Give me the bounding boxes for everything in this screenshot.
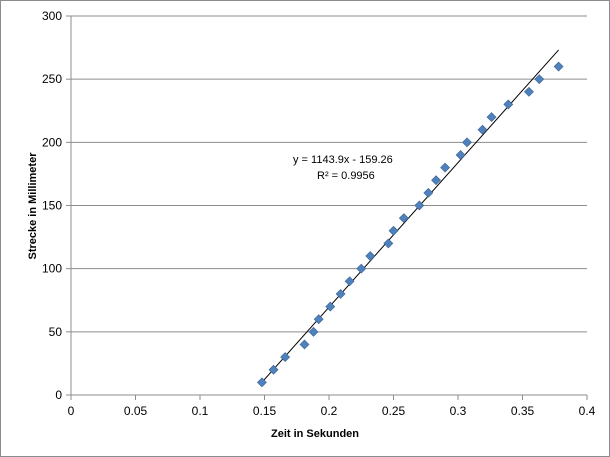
data-point <box>308 326 319 337</box>
x-tick-labels: 0 0.05 0.1 0.15 0.2 0.25 0.3 0.35 0.4 <box>68 404 596 418</box>
data-point <box>313 314 324 325</box>
data-point <box>335 289 346 299</box>
axes <box>66 15 588 400</box>
data-point <box>280 352 291 363</box>
data-point <box>299 339 310 350</box>
data-point <box>455 150 466 160</box>
y-tick-label: 250 <box>42 72 62 86</box>
y-tick-label: 50 <box>49 325 63 339</box>
data-point <box>414 200 425 211</box>
x-tick-label: 0 <box>68 404 75 418</box>
data-points <box>256 61 564 388</box>
data-point <box>383 238 394 249</box>
data-point <box>486 112 497 122</box>
x-tick-label: 0.35 <box>511 404 535 418</box>
x-tick-label: 0.4 <box>579 404 596 418</box>
trendline-group <box>261 49 559 383</box>
x-tick-label: 0.1 <box>192 404 209 418</box>
data-point <box>503 99 514 110</box>
y-axis-title: Strecke in Millimeter <box>27 152 39 260</box>
trendline <box>261 49 559 383</box>
y-tick-label: 200 <box>42 135 62 149</box>
data-point <box>398 213 409 224</box>
gridlines <box>71 15 587 333</box>
data-point <box>431 175 441 186</box>
x-tick-label: 0.15 <box>253 404 277 418</box>
y-tick-label: 100 <box>42 262 62 276</box>
x-tick-label: 0.05 <box>124 404 148 418</box>
data-point <box>325 301 336 312</box>
data-point <box>440 162 451 173</box>
y-tick-label: 300 <box>42 9 62 23</box>
y-tick-label: 0 <box>55 388 62 402</box>
data-point <box>462 137 472 148</box>
x-tick-label: 0.3 <box>450 404 467 418</box>
data-point <box>524 86 534 97</box>
data-point <box>423 187 434 198</box>
data-point <box>365 251 376 261</box>
x-axis-title: Zeit in Sekunden <box>271 428 359 440</box>
x-tick-label: 0.25 <box>382 404 406 418</box>
data-point <box>477 124 488 135</box>
x-tick-label: 0.2 <box>321 404 338 418</box>
data-point <box>388 225 399 236</box>
data-point <box>256 377 267 388</box>
data-point <box>356 263 367 274</box>
data-point <box>268 364 279 375</box>
data-point <box>344 276 355 287</box>
trendline-r-squared: R² = 0.9956 <box>317 170 375 182</box>
data-point <box>534 74 545 85</box>
trendline-equation: y = 1143.9x - 159.26 <box>293 154 393 166</box>
y-tick-label: 150 <box>42 199 62 213</box>
data-point <box>553 61 564 72</box>
y-tick-labels: 0 50 100 150 200 250 300 <box>42 9 62 402</box>
